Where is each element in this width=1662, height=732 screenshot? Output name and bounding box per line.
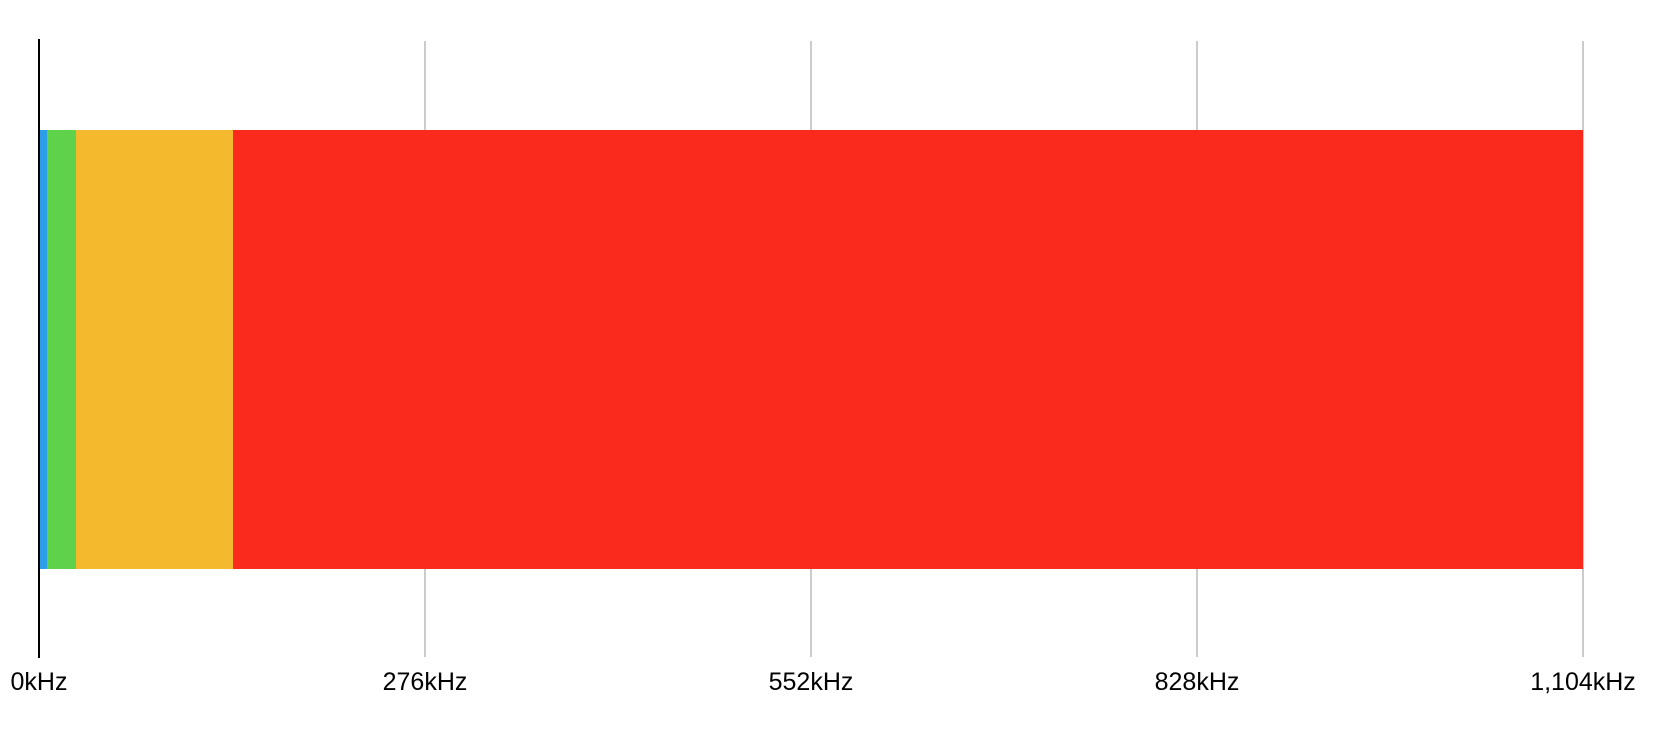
x-tick-label-276: 276kHz <box>382 668 468 696</box>
plot-area <box>38 39 1584 658</box>
gridline-1104 <box>1582 41 1584 657</box>
stacked-bar <box>40 130 1583 569</box>
x-tick-label-828: 828kHz <box>1154 668 1240 696</box>
bar-green-segment[interactable] <box>46 130 77 569</box>
x-tick-label-552: 552kHz <box>768 668 854 696</box>
x-tick-label-0: 0kHz <box>10 668 68 696</box>
y-axis-line <box>38 39 40 658</box>
x-axis-labels: 0kHz 276kHz 552kHz 828kHz 1,104kHz <box>11 668 1636 708</box>
bar-blue-segment[interactable] <box>40 130 47 569</box>
bar-red-segment[interactable] <box>232 130 1583 569</box>
x-tick-label-1104: 1,104kHz <box>1530 668 1636 696</box>
bar-orange-segment[interactable] <box>76 130 233 569</box>
